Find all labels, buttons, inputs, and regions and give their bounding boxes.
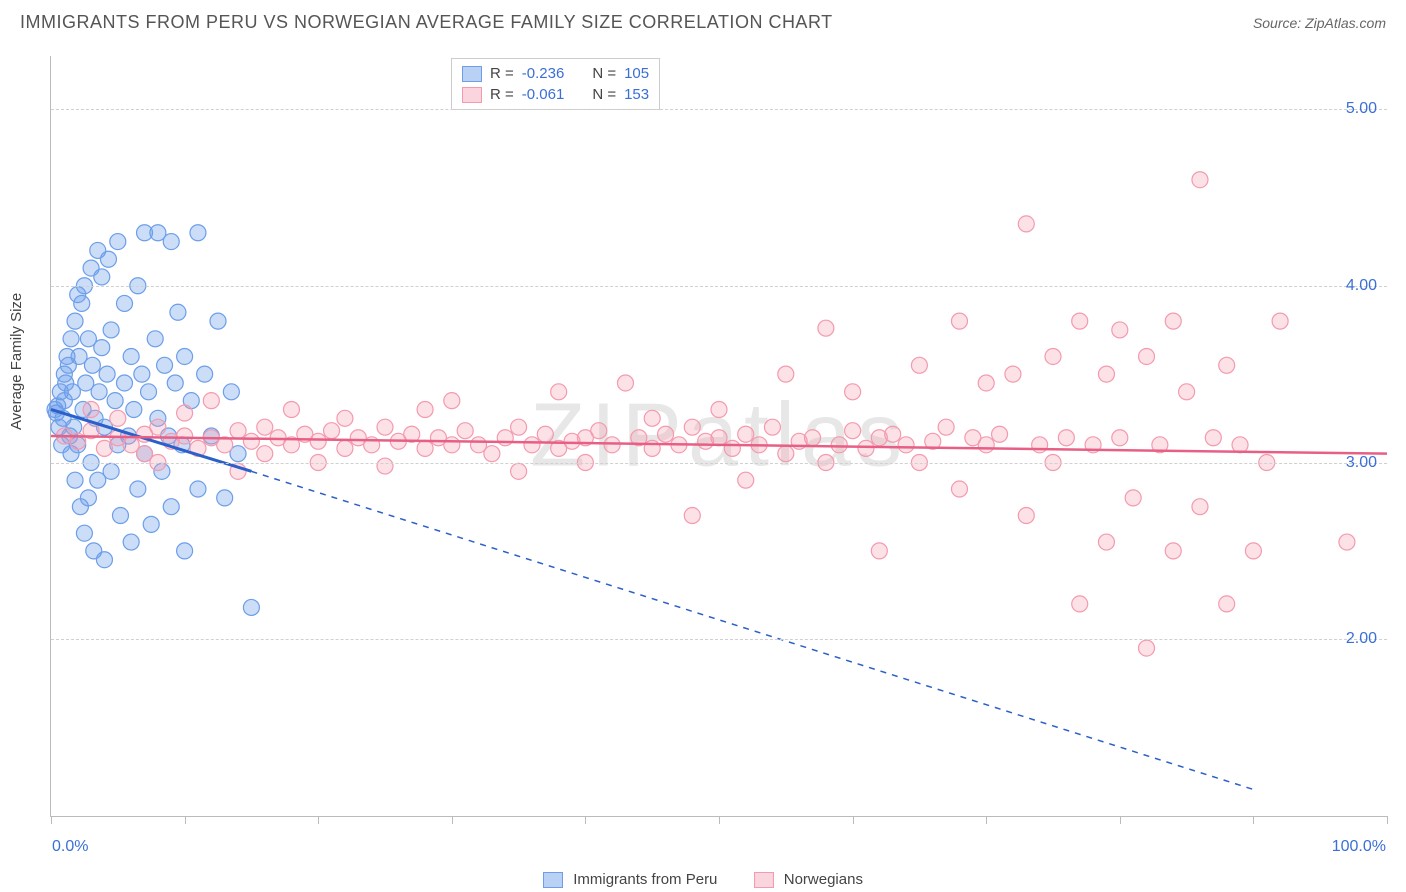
swatch-peru	[543, 872, 563, 888]
y-tick-label: 3.00	[1346, 454, 1377, 472]
legend-item-norwegians: Norwegians	[754, 871, 863, 888]
x-axis-min-label: 0.0%	[52, 838, 88, 856]
x-axis-max-label: 100.0%	[1332, 838, 1386, 856]
page-title: IMMIGRANTS FROM PERU VS NORWEGIAN AVERAG…	[20, 12, 833, 33]
scatter-svg	[51, 56, 1387, 816]
y-axis-label: Average Family Size	[8, 293, 25, 430]
y-tick-label: 4.00	[1346, 277, 1377, 295]
legend-label-norwegians: Norwegians	[784, 871, 863, 888]
source-attribution: Source: ZipAtlas.com	[1253, 15, 1386, 31]
series-legend: Immigrants from Peru Norwegians	[0, 871, 1406, 888]
y-tick-label: 5.00	[1346, 100, 1377, 118]
y-tick-label: 2.00	[1346, 630, 1377, 648]
legend-label-peru: Immigrants from Peru	[573, 871, 717, 888]
legend-item-peru: Immigrants from Peru	[543, 871, 722, 888]
swatch-norwegians	[754, 872, 774, 888]
chart-plot-area: R = -0.236 N = 105 R = -0.061 N = 153 ZI…	[50, 56, 1387, 817]
